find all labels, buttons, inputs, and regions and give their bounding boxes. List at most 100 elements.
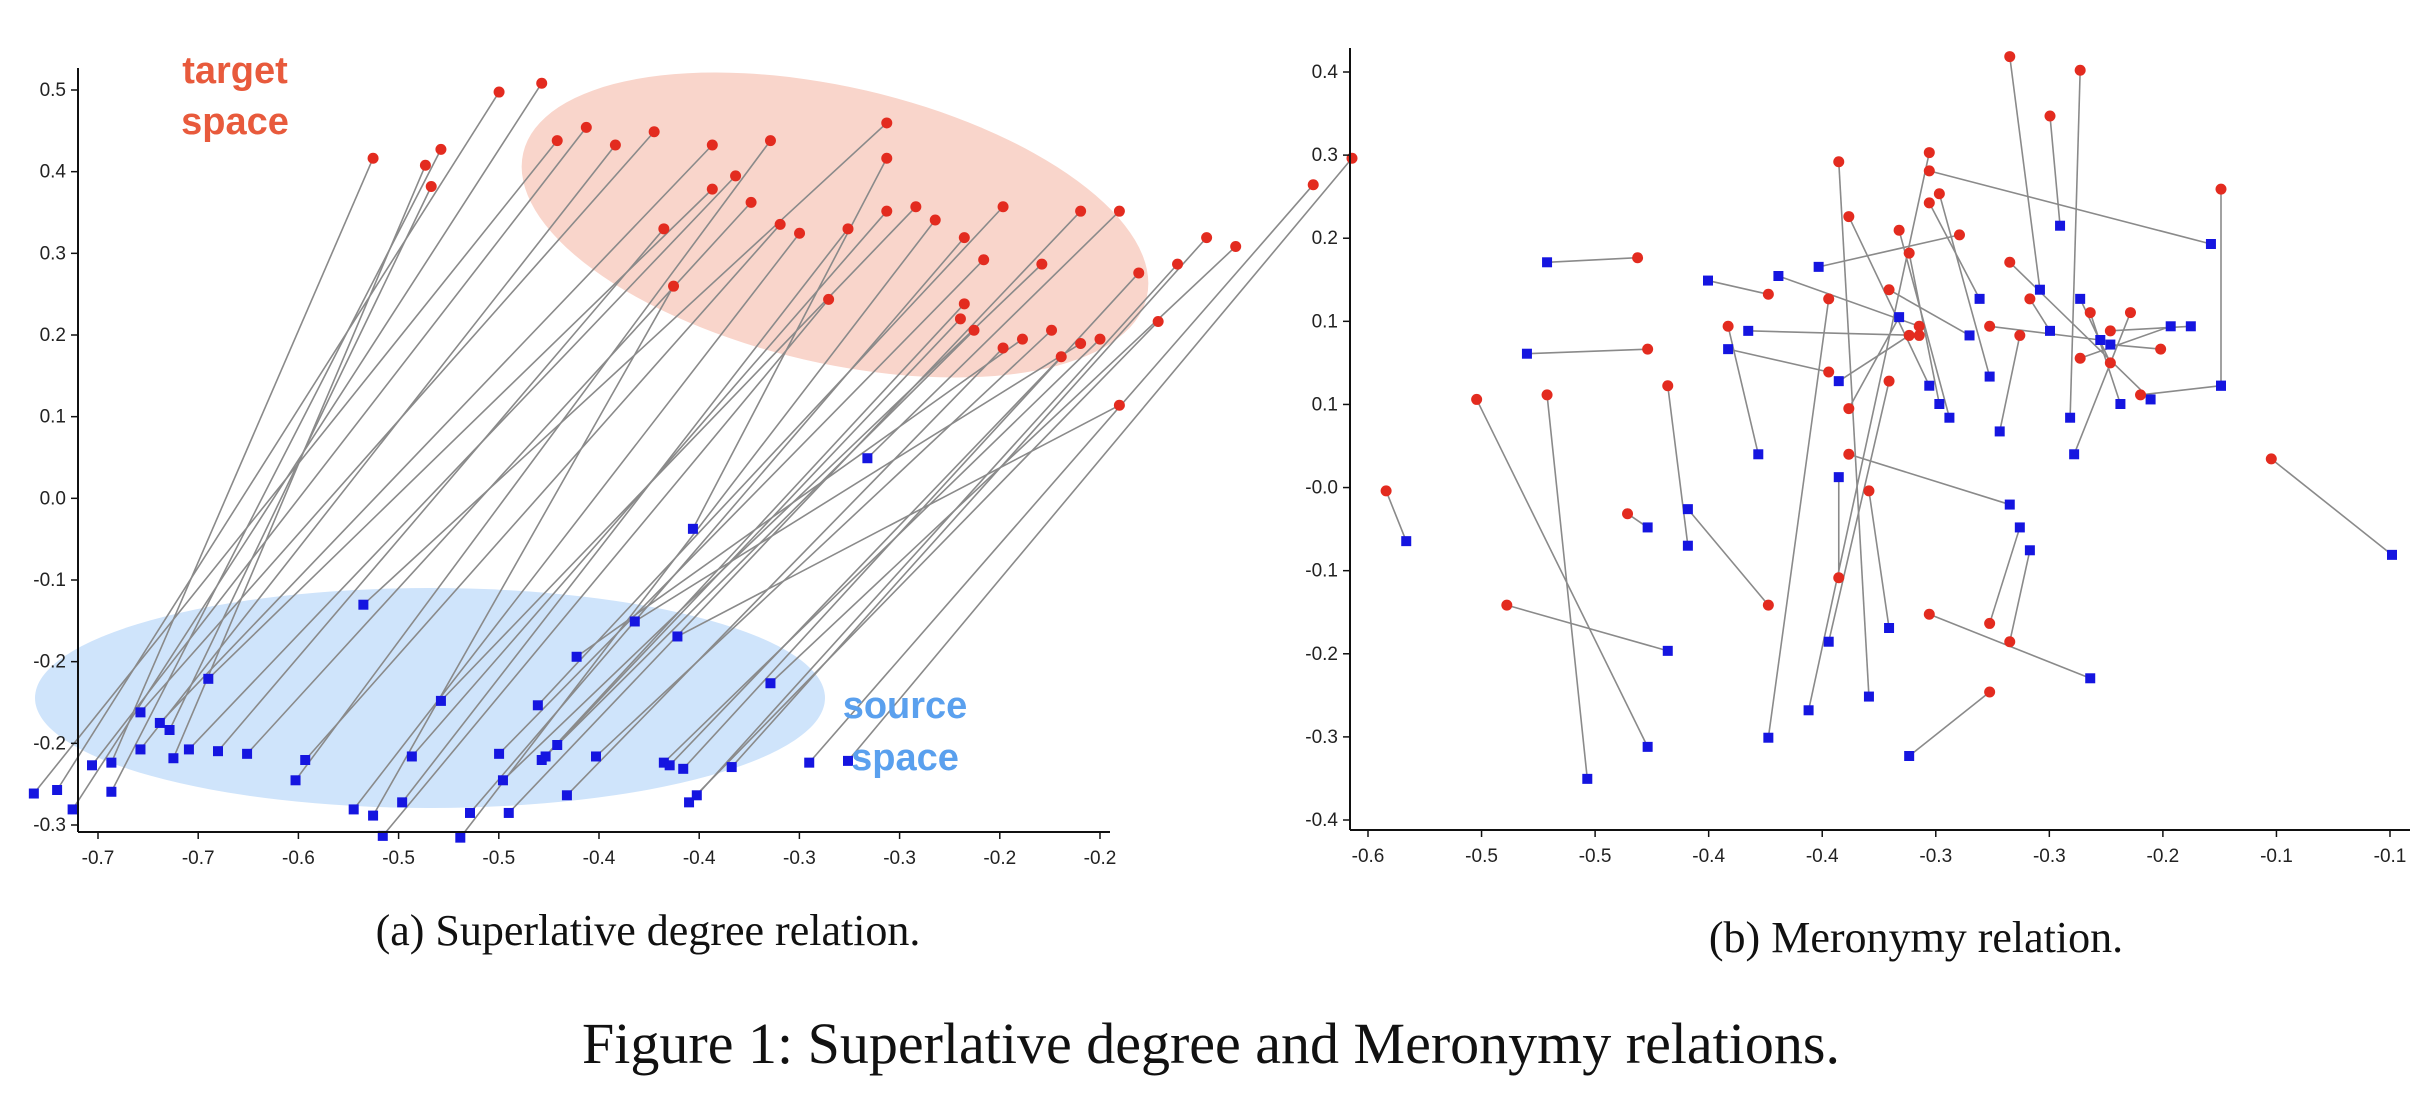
b-x-tick-label-1: -0.5 — [1465, 846, 1498, 867]
a-source-point-12 — [203, 673, 214, 684]
panel-a-points — [28, 77, 1358, 843]
a-link-14 — [246, 201, 752, 755]
a-target-point-0 — [367, 152, 379, 164]
a-target-point-13 — [658, 223, 670, 235]
b-link-39 — [2079, 298, 2112, 364]
a-link-29 — [537, 206, 1004, 706]
a-target-point-29 — [997, 201, 1009, 213]
a-target-point-24 — [929, 214, 941, 226]
a-link-46 — [847, 157, 1353, 762]
b-y-tick-label-3: 0.1 — [1312, 311, 1338, 332]
a-source-point-18 — [358, 599, 369, 610]
a-link-34 — [576, 338, 1023, 658]
b-link-20 — [1837, 161, 1870, 697]
b-target-point-20 — [1833, 156, 1845, 168]
b-link-12 — [1727, 326, 1760, 455]
b-source-point-13 — [1763, 732, 1774, 743]
a-x-tick-label-4: -0.5 — [482, 848, 515, 869]
a-x-tick-label-3: -0.5 — [382, 848, 415, 869]
b-source-point-7 — [1682, 540, 1693, 551]
a-link-20 — [382, 298, 830, 837]
a-link-33 — [566, 347, 1004, 796]
a-y-tick-label-9: -0.3 — [33, 815, 66, 836]
a-target-point-9 — [648, 126, 660, 138]
b-target-point-38 — [2124, 307, 2136, 319]
a-source-point-41 — [684, 797, 695, 808]
a-source-point-14 — [242, 748, 253, 759]
b-link-3 — [1546, 394, 1589, 779]
b-link-0 — [1385, 490, 1407, 542]
a-source-point-32 — [552, 740, 563, 750]
a-target-point-20 — [823, 293, 835, 305]
a-link-39 — [677, 404, 1120, 638]
a-link-17 — [353, 232, 801, 810]
b-source-point-41 — [2095, 335, 2106, 345]
b-target-point-5 — [1501, 599, 1513, 611]
b-source-point-27 — [1964, 330, 1975, 341]
a-link-7 — [91, 126, 587, 766]
b-source-point-28 — [1974, 293, 1985, 304]
b-target-point-12 — [1722, 320, 1734, 332]
b-source-point-21 — [1884, 623, 1895, 633]
a-source-point-36 — [629, 616, 640, 627]
a-target-point-45 — [1307, 179, 1319, 191]
b-source-point-43 — [2115, 399, 2126, 409]
b-target-point-0 — [1380, 485, 1392, 497]
a-source-point-7 — [87, 760, 97, 771]
b-y-tick-label-5: -0.0 — [1305, 478, 1338, 499]
b-x-tick-label-9: -0.1 — [2374, 846, 2407, 867]
b-link-24 — [1848, 216, 1931, 387]
a-source-point-44 — [765, 678, 776, 689]
b-link-26 — [1898, 230, 1951, 418]
b-y-tick-label-2: 0.2 — [1312, 228, 1338, 249]
b-target-point-34 — [2004, 51, 2016, 63]
source-space-region — [35, 588, 825, 808]
b-target-point-49 — [2135, 389, 2147, 401]
b-y-tick-label-1: 0.3 — [1312, 145, 1338, 166]
panel-b-links — [1385, 56, 2393, 779]
a-target-point-28 — [1075, 205, 1087, 217]
b-x-tick-label-5: -0.3 — [1919, 846, 1952, 867]
a-source-point-9 — [135, 707, 146, 718]
b-y-tick-label-6: -0.1 — [1305, 561, 1338, 582]
b-target-point-16 — [1953, 229, 1965, 241]
b-link-33 — [2008, 550, 2031, 642]
a-link-13 — [217, 228, 665, 752]
b-link-9 — [1707, 279, 1769, 296]
a-target-point-22 — [881, 205, 893, 217]
b-link-37 — [2069, 70, 2081, 418]
b-target-point-43 — [2084, 307, 2096, 319]
a-source-point-17 — [348, 804, 359, 815]
b-target-point-23 — [1984, 686, 1996, 698]
b-source-point-0 — [1401, 536, 1412, 547]
b-source-point-2 — [1521, 348, 1532, 359]
b-target-point-4 — [1622, 508, 1634, 520]
a-x-tick-label-0: -0.7 — [82, 848, 115, 869]
a-link-11 — [188, 175, 737, 750]
a-source-point-42 — [691, 790, 702, 801]
a-link-32 — [556, 329, 975, 746]
b-target-point-24 — [1843, 211, 1855, 223]
b-source-point-35 — [2045, 325, 2055, 336]
a-target-point-37 — [1094, 333, 1106, 345]
a-y-tick-label-6: -0.1 — [33, 570, 66, 591]
panel-a-superlative-chart: target space source space 0.50.40.30.20.… — [28, 50, 1358, 955]
a-target-point-43 — [1201, 232, 1213, 244]
a-link-42 — [696, 263, 1179, 796]
panel-b-meronymy-chart: 0.4 0.3 0.2 0.1 0.1 -0.0 -0.1 -0.2 -0.3 -0.4 -0.6… — [1305, 48, 2410, 962]
a-target-point-8 — [609, 139, 621, 151]
b-source-point-26 — [1944, 412, 1955, 423]
a-target-point-48 — [1113, 205, 1125, 217]
b-target-point-18 — [1833, 572, 1845, 584]
b-target-point-36 — [2044, 110, 2056, 122]
a-link-36 — [634, 342, 1082, 623]
a-target-point-16 — [774, 218, 786, 230]
panel-b-y-ticks: 0.4 0.3 0.2 0.1 0.1 -0.0 -0.1 -0.2 -0.3 -0.4 — [1305, 62, 1350, 831]
a-y-tick-label-7: -0.2 — [33, 652, 66, 673]
a-source-point-45 — [804, 757, 815, 768]
a-source-point-20 — [377, 830, 388, 841]
a-source-point-15 — [290, 775, 301, 786]
b-y-tick-label-8: -0.3 — [1305, 727, 1338, 748]
panel-a-y-ticks: 0.5 0.4 0.3 0.2 0.1 0.0 -0.1 -0.2 -0.2 -0.3 — [33, 80, 78, 836]
b-target-point-13 — [1823, 293, 1835, 305]
